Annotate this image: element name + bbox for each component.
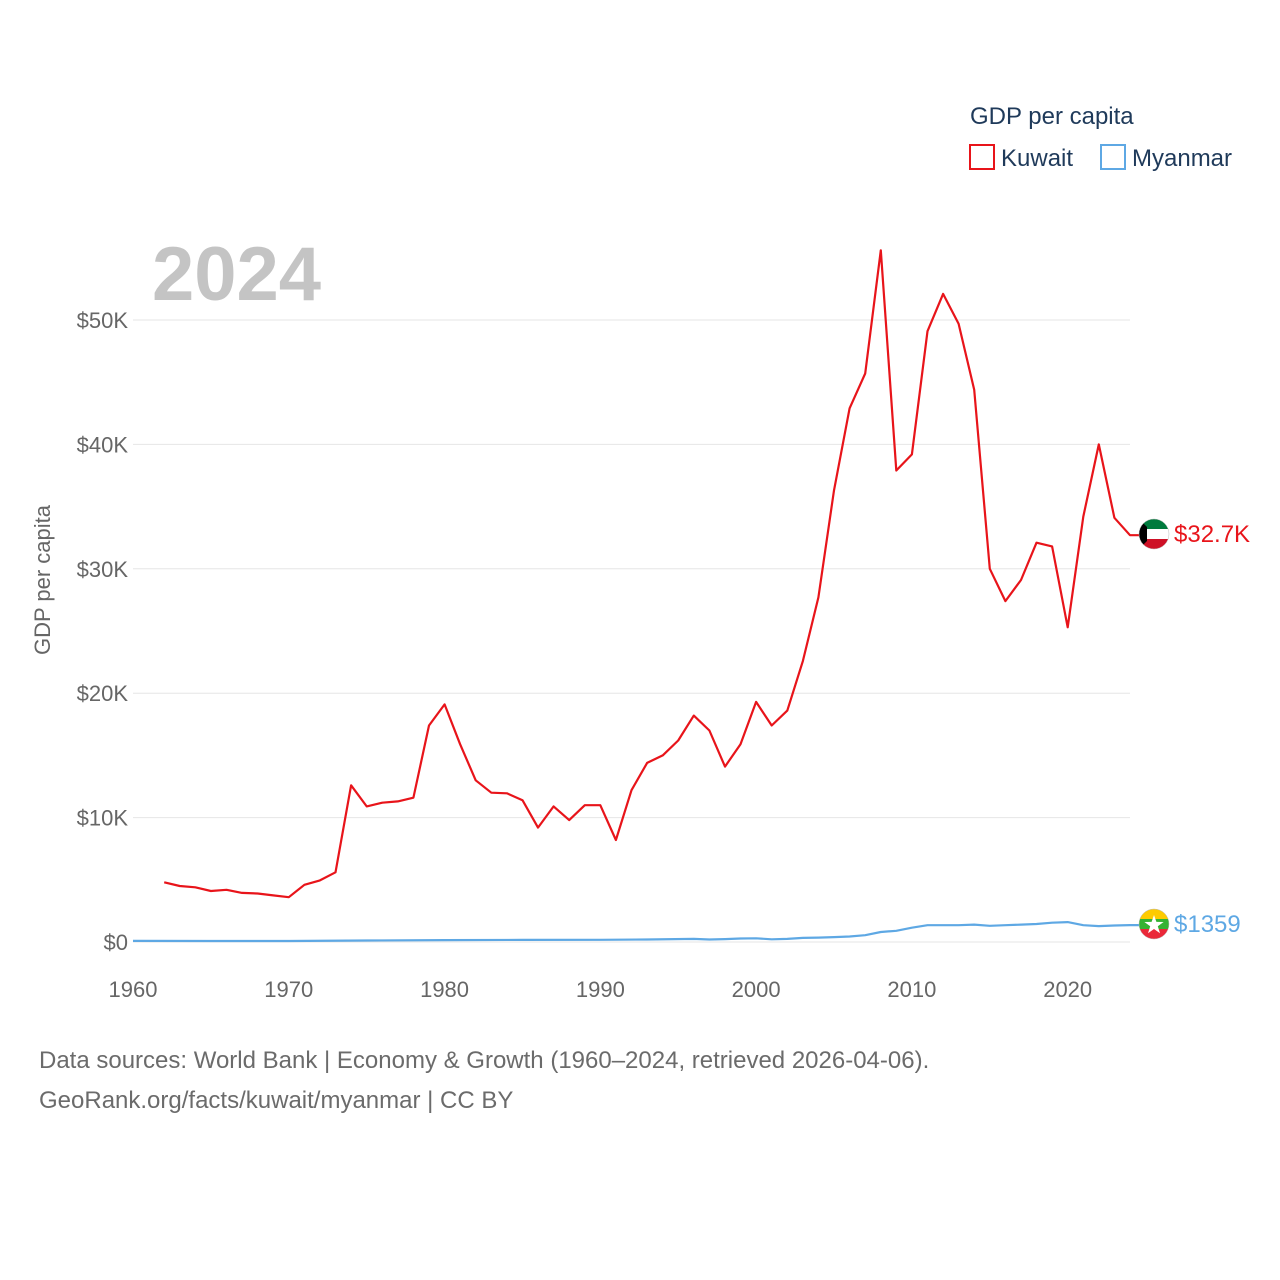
y-axis-title: GDP per capita xyxy=(30,504,55,655)
series-line-kuwait[interactable] xyxy=(163,249,1140,899)
myanmar-flag-icon xyxy=(1138,908,1170,940)
x-tick-label: 2020 xyxy=(1043,977,1092,1002)
legend-label-kuwait: Kuwait xyxy=(1001,145,1073,172)
y-tick-label: $20K xyxy=(77,681,129,706)
source-line-2: GeoRank.org/facts/kuwait/myanmar | CC BY xyxy=(39,1087,513,1114)
legend-item-kuwait[interactable]: Kuwait xyxy=(969,144,1073,172)
x-tick-label: 2010 xyxy=(887,977,936,1002)
y-tick-label: $40K xyxy=(77,432,129,457)
legend-swatch-myanmar xyxy=(1100,144,1126,170)
y-tick-label: $10K xyxy=(77,806,129,831)
source-line-1: Data sources: World Bank | Economy & Gro… xyxy=(39,1047,929,1074)
kuwait-end-label: $32.7K xyxy=(1174,521,1250,548)
series-line-myanmar[interactable] xyxy=(132,920,1140,943)
myanmar-end-label: $1359 xyxy=(1174,911,1241,938)
year-label: 2024 xyxy=(152,232,321,317)
y-tick-label: $50K xyxy=(77,308,129,333)
y-tick-label: $0 xyxy=(104,930,128,955)
x-tick-label: 2000 xyxy=(732,977,781,1002)
y-tick-label: $30K xyxy=(77,557,129,582)
x-tick-label: 1970 xyxy=(264,977,313,1002)
legend-label-myanmar: Myanmar xyxy=(1132,145,1232,172)
legend-swatch-kuwait xyxy=(969,144,995,170)
legend-title: GDP per capita xyxy=(970,103,1134,130)
kuwait-flag-icon xyxy=(1138,518,1170,550)
x-tick-label: 1980 xyxy=(420,977,469,1002)
x-tick-label: 1990 xyxy=(576,977,625,1002)
legend-item-myanmar[interactable]: Myanmar xyxy=(1100,144,1232,172)
x-tick-label: 1960 xyxy=(109,977,158,1002)
